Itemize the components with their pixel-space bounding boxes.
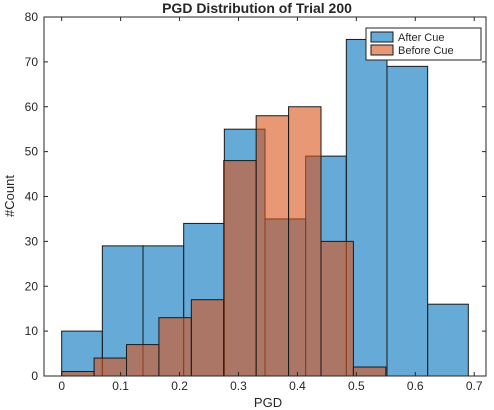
- y-tick-label: 50: [25, 145, 39, 159]
- before-cue-bar-1: [93, 357, 128, 377]
- y-tick-label: 40: [25, 190, 39, 204]
- legend-swatch-before-cue: [370, 44, 394, 56]
- x-axis-label: PGD: [254, 395, 282, 410]
- before-cue-bar-4: [190, 299, 225, 377]
- before-cue-bar-9: [352, 366, 387, 377]
- bars-layer: [61, 38, 469, 377]
- y-tick-label: 20: [25, 279, 39, 293]
- legend-label-after-cue: After Cue: [398, 32, 444, 44]
- before-cue-bar-0: [61, 371, 95, 377]
- y-axis-label: #Count: [2, 175, 17, 217]
- before-cue-bar-2: [126, 344, 160, 377]
- before-cue-bar-7: [288, 106, 322, 377]
- before-cue-bar-8: [320, 240, 354, 377]
- x-tick-label: 0.3: [230, 379, 247, 393]
- x-axis: 0 0.1 0.2 0.3 0.4 0.5 0.6 0.7: [58, 17, 483, 393]
- y-tick-label: 0: [31, 369, 38, 383]
- x-tick-label: 0.7: [466, 379, 483, 393]
- before-cue-bar-5: [223, 160, 257, 377]
- x-tick-label: 0.5: [348, 379, 365, 393]
- before-cue-bar-6: [255, 115, 290, 377]
- x-tick-label: 0.4: [289, 379, 306, 393]
- after-cue-bar-8: [386, 65, 429, 377]
- after-cue-bar-9: [427, 303, 469, 377]
- x-tick-label: 0.6: [407, 379, 424, 393]
- x-tick-label: 0.2: [171, 379, 188, 393]
- legend-label-before-cue: Before Cue: [398, 45, 454, 57]
- x-tick-label: 0: [58, 379, 65, 393]
- x-tick-label: 0.1: [112, 379, 129, 393]
- y-tick-label: 10: [25, 324, 39, 338]
- y-tick-label: 70: [25, 55, 39, 69]
- legend-swatch-after-cue: [370, 31, 394, 43]
- chart-title: PGD Distribution of Trial 200: [162, 0, 352, 16]
- y-tick-label: 80: [25, 10, 39, 24]
- before-cue-bar-3: [158, 317, 192, 377]
- y-tick-label: 60: [25, 100, 39, 114]
- y-axis: 0 10 20 30 40 50 60 70 80: [25, 10, 486, 383]
- y-tick-label: 30: [25, 234, 39, 248]
